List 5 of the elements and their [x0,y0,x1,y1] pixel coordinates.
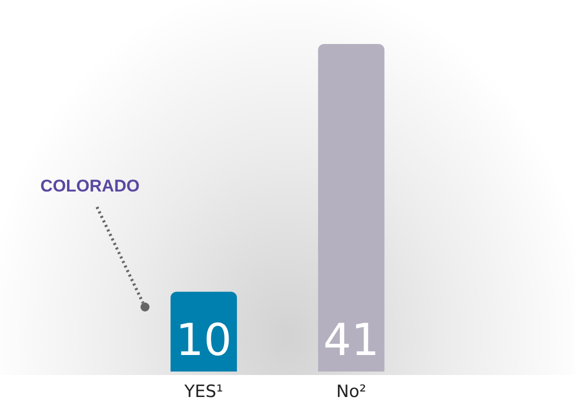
data-label: 10 [176,315,232,366]
data-label: 41 [323,315,380,366]
x-tick-label: No² [336,382,366,402]
x-tick-label: YES¹ [183,382,224,402]
annotation: COLORADO [40,176,140,196]
